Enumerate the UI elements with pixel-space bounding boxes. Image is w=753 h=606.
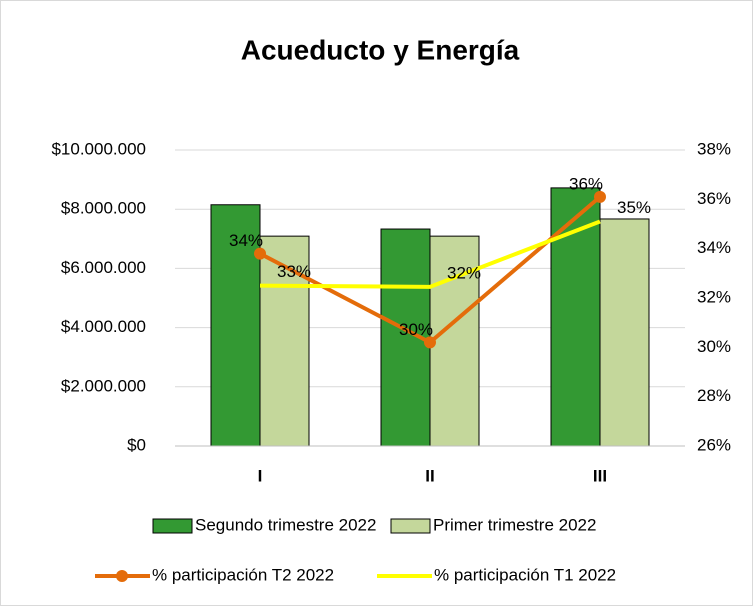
data-label: 32%: [447, 263, 481, 282]
data-label: 36%: [569, 174, 603, 193]
legend-label: Primer trimestre 2022: [433, 515, 596, 534]
y-tick-label: $6.000.000: [61, 258, 146, 277]
line-marker: [424, 336, 436, 349]
line: [259, 219, 601, 289]
y2-tick-label: 30%: [697, 337, 731, 356]
y-tick-label: $2.000.000: [61, 376, 146, 395]
chart-title: Acueducto y Energía: [241, 34, 520, 65]
y2-tick-label: 34%: [697, 238, 731, 257]
y2-tick-label: 36%: [697, 189, 731, 208]
x-tick-label: III: [593, 466, 607, 485]
y2-tick-label: 38%: [697, 139, 731, 158]
y2-tick-label: 32%: [697, 287, 731, 306]
bar: [259, 235, 310, 447]
y-tick-label: $0: [127, 435, 146, 454]
y2-tick-label: 28%: [697, 386, 731, 405]
x-tick-label: II: [425, 466, 434, 485]
data-label: 30%: [399, 320, 433, 339]
data-label: 35%: [617, 198, 651, 217]
line-marker: [594, 190, 606, 203]
legend-label: Segundo trimestre 2022: [195, 515, 376, 534]
legend-swatch: [390, 518, 431, 534]
data-label: 34%: [229, 231, 263, 250]
bar: [550, 187, 601, 447]
bar: [599, 218, 650, 447]
legend-marker: [116, 570, 128, 582]
legend-swatch: [152, 518, 193, 534]
line-marker: [254, 247, 266, 260]
x-tick-label: I: [258, 466, 263, 485]
y-tick-label: $4.000.000: [61, 317, 146, 336]
y-tick-label: $8.000.000: [61, 199, 146, 218]
legend-label: % participación T2 2022: [152, 565, 334, 584]
y-tick-label: $10.000.000: [51, 139, 146, 158]
data-label: 33%: [277, 262, 311, 281]
legend-label: % participación T1 2022: [434, 565, 616, 584]
y2-tick-label: 26%: [697, 435, 731, 454]
